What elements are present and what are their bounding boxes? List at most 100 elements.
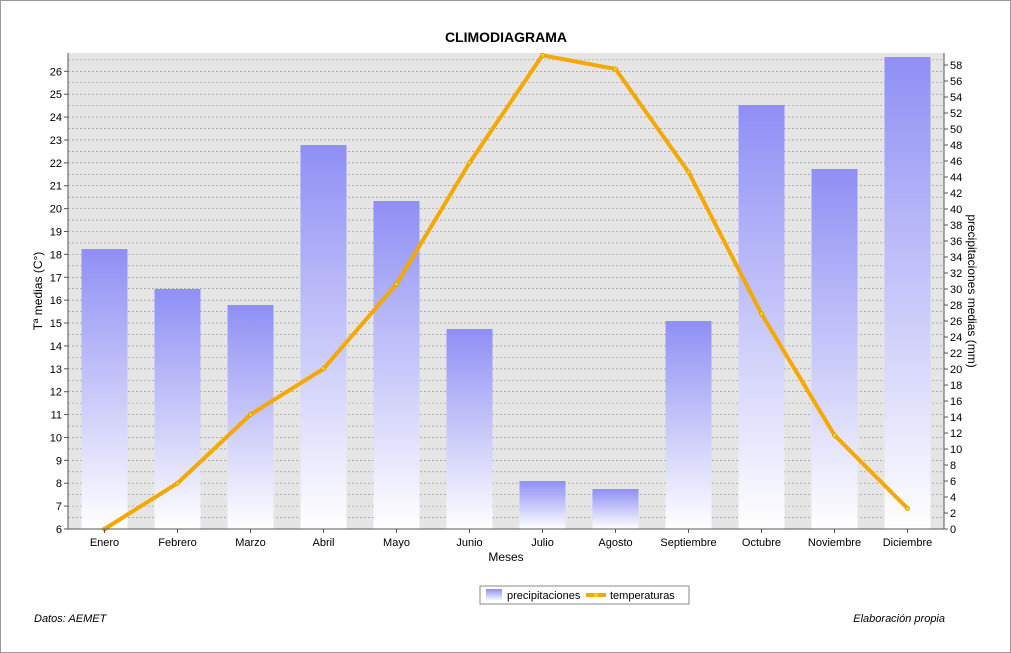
- legend-swatch-precipitaciones: [486, 589, 502, 601]
- left-tick-label: 13: [50, 364, 62, 376]
- x-tick-label-mayo: Mayo: [383, 537, 410, 549]
- left-tick-label: 7: [56, 501, 62, 513]
- x-tick-label-abril: Abril: [312, 537, 334, 549]
- right-tick-label: 38: [950, 220, 962, 232]
- bar-septiembre: [665, 321, 712, 529]
- chart-title: CLIMODIAGRAMA: [445, 29, 567, 45]
- precipitation-bars: [81, 57, 931, 529]
- bar-diciembre: [884, 57, 931, 529]
- left-tick-label: 19: [50, 227, 62, 239]
- temperature-point-febrero: [175, 480, 180, 486]
- left-axis-ticks: 6 7 8 9 10 11 12 13 14 15 16 17 18 19 20 21 22 23 24 25 26: [50, 66, 68, 536]
- right-tick-label: 2: [950, 508, 956, 520]
- left-tick-label: 6: [56, 524, 62, 536]
- right-tick-label: 44: [950, 172, 962, 184]
- right-axis-ticks: 0246810121416182022242628303234363840424…: [944, 60, 962, 536]
- legend-marker-temperaturas: [593, 592, 599, 598]
- credit-note: Elaboración propia: [853, 613, 945, 625]
- bar-febrero: [154, 289, 201, 529]
- x-tick-label-julio: Julio: [531, 537, 554, 549]
- temperature-point-junio: [467, 160, 472, 166]
- axes: [67, 53, 945, 530]
- temperature-line: [102, 52, 910, 532]
- temperature-point-octubre: [759, 311, 764, 317]
- left-tick-label: 11: [51, 410, 62, 422]
- x-tick-label-junio: Junio: [456, 537, 482, 549]
- temperature-point-julio: [540, 52, 545, 58]
- x-tick-label-septiembre: Septiembre: [660, 537, 716, 549]
- right-tick-label: 50: [950, 124, 962, 136]
- x-tick-label-diciembre: Diciembre: [883, 537, 933, 549]
- x-axis-ticks: Enero Febrero Marzo Abril Mayo Junio Julio Agos…: [90, 529, 932, 549]
- right-tick-label: 54: [950, 92, 962, 104]
- right-tick-label: 4: [950, 492, 956, 504]
- right-tick-label: 20: [950, 364, 962, 376]
- left-tick-label: 21: [50, 181, 62, 193]
- temperature-point-marzo: [248, 412, 253, 418]
- left-tick-label: 25: [50, 89, 62, 101]
- right-tick-label: 18: [950, 380, 962, 392]
- source-note: Datos: AEMET: [34, 613, 108, 625]
- right-tick-label: 30: [950, 284, 962, 296]
- x-tick-label-enero: Enero: [90, 537, 119, 549]
- right-tick-label: 0: [950, 524, 956, 536]
- temperature-point-septiembre: [686, 169, 691, 175]
- temperature-polyline: [102, 53, 910, 531]
- legend: precipitaciones temperaturas: [479, 585, 690, 605]
- right-tick-label: 34: [950, 252, 962, 264]
- bar-agosto: [592, 489, 639, 529]
- right-tick-label: 14: [950, 412, 962, 424]
- right-tick-label: 46: [950, 156, 962, 168]
- temperature-point-noviembre: [832, 432, 837, 438]
- left-tick-label: 23: [50, 135, 62, 147]
- right-tick-label: 10: [950, 444, 962, 456]
- bar-junio: [446, 329, 493, 529]
- temperature-point-diciembre: [905, 505, 910, 511]
- left-tick-label: 16: [50, 295, 62, 307]
- left-tick-label: 22: [50, 158, 62, 170]
- right-tick-label: 56: [950, 76, 962, 88]
- x-tick-label-agosto: Agosto: [598, 537, 632, 549]
- right-tick-label: 28: [950, 300, 962, 312]
- right-tick-label: 40: [950, 204, 962, 216]
- right-tick-label: 12: [950, 428, 962, 440]
- left-tick-label: 14: [50, 341, 62, 353]
- left-tick-label: 18: [50, 249, 62, 261]
- bar-mayo: [373, 201, 420, 529]
- x-tick-label-noviembre: Noviembre: [808, 537, 861, 549]
- bar-noviembre: [811, 169, 858, 529]
- left-axis-label: Tª medias (C°): [31, 252, 45, 331]
- left-tick-label: 8: [56, 478, 62, 490]
- left-tick-label: 26: [50, 66, 62, 78]
- left-tick-label: 15: [50, 318, 62, 330]
- legend-label-temperaturas: temperaturas: [610, 590, 675, 602]
- bar-julio: [519, 481, 566, 529]
- x-tick-label-febrero: Febrero: [158, 537, 197, 549]
- right-tick-label: 8: [950, 460, 956, 472]
- bar-abril: [300, 145, 347, 529]
- x-axis-label: Meses: [488, 550, 523, 564]
- right-tick-label: 26: [950, 316, 962, 328]
- temperature-point-abril: [321, 366, 326, 372]
- right-tick-label: 58: [950, 60, 962, 72]
- x-tick-label-marzo: Marzo: [235, 537, 266, 549]
- legend-label-precipitaciones: precipitaciones: [507, 590, 581, 602]
- x-tick-label-octubre: Octubre: [742, 537, 781, 549]
- left-tick-label: 12: [50, 387, 62, 399]
- right-tick-label: 22: [950, 348, 962, 360]
- left-tick-label: 17: [50, 272, 62, 284]
- right-tick-label: 48: [950, 140, 962, 152]
- right-tick-label: 32: [950, 268, 962, 280]
- right-tick-label: 36: [950, 236, 962, 248]
- left-tick-label: 9: [56, 455, 62, 467]
- right-tick-label: 6: [950, 476, 956, 488]
- temperature-point-mayo: [394, 281, 399, 287]
- temperature-point-agosto: [613, 66, 618, 72]
- left-tick-label: 24: [50, 112, 62, 124]
- right-tick-label: 24: [950, 332, 962, 344]
- right-tick-label: 42: [950, 188, 962, 200]
- left-tick-label: 20: [50, 204, 62, 216]
- right-tick-label: 52: [950, 108, 962, 120]
- right-tick-label: 16: [950, 396, 962, 408]
